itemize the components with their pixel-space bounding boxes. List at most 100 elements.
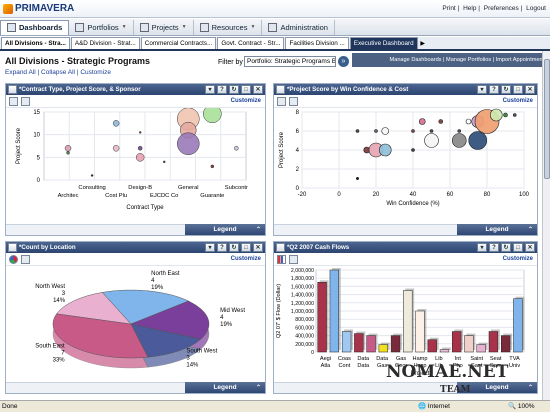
- options-icon[interactable]: ▾: [477, 85, 487, 94]
- y-tick-label: 10: [33, 133, 40, 139]
- legend-button[interactable]: Legend ⌃: [185, 382, 265, 393]
- preferences-link[interactable]: Preferences: [483, 5, 519, 12]
- bar: [476, 344, 486, 353]
- logout-link[interactable]: Logout: [526, 5, 546, 12]
- logo-icon: [3, 3, 13, 14]
- tab-govt-contract[interactable]: Govt. Contract - Str...: [217, 37, 285, 49]
- maximize-icon[interactable]: □: [241, 85, 251, 94]
- bar: [500, 335, 511, 353]
- nav-projects[interactable]: Projects ▼: [134, 19, 194, 35]
- close-icon[interactable]: ✕: [525, 243, 535, 252]
- close-icon[interactable]: ✕: [253, 243, 263, 252]
- help-icon[interactable]: ?: [489, 85, 499, 94]
- help-icon[interactable]: ?: [217, 85, 227, 94]
- nav-resources[interactable]: Resources ▼: [194, 19, 263, 35]
- manage-links[interactable]: Manage Dashboards | Manage Portfolios | …: [352, 53, 550, 67]
- tab-commercial-contracts[interactable]: Commercial Contracts...: [140, 37, 217, 49]
- bubble: [381, 127, 390, 135]
- filter-select[interactable]: Portfolio: Strategic Programs B: [244, 56, 336, 67]
- bubble: [138, 131, 142, 134]
- table-view-icon[interactable]: [21, 97, 30, 106]
- options-icon[interactable]: ▾: [477, 243, 487, 252]
- table-view-icon[interactable]: [289, 97, 298, 106]
- customize-link[interactable]: Customize: [502, 256, 533, 262]
- filter-go-icon[interactable]: »: [338, 56, 349, 67]
- bubble: [137, 146, 143, 151]
- bar: [427, 339, 437, 353]
- print-link[interactable]: Print: [442, 5, 456, 12]
- chart-type-icon[interactable]: [9, 97, 18, 106]
- maximize-icon[interactable]: □: [513, 243, 523, 252]
- nav-dashboards[interactable]: Dashboards: [0, 19, 70, 35]
- tab-facilities-division[interactable]: Facilities Division ...: [285, 37, 349, 49]
- chevron-down-icon[interactable]: ▼: [250, 24, 256, 30]
- zone-indicator: 🌐 Internet: [418, 403, 450, 410]
- pie-chart-icon[interactable]: [9, 255, 18, 264]
- bar: [317, 282, 327, 353]
- pie-percent: 19%: [220, 322, 233, 328]
- customize-link[interactable]: Customize: [502, 98, 533, 104]
- bubble: [438, 119, 444, 124]
- administration-icon: [268, 22, 278, 32]
- options-icon[interactable]: ▾: [205, 243, 215, 252]
- resources-icon: [199, 22, 209, 32]
- pie-slice: [130, 300, 210, 340]
- pie-slice: [130, 323, 202, 358]
- legend-button[interactable]: Legend ⌃: [457, 382, 537, 393]
- nav-administration[interactable]: Administration: [262, 19, 335, 35]
- refresh-icon[interactable]: ↻: [501, 243, 511, 252]
- collapse-icon[interactable]: [276, 243, 285, 252]
- help-icon[interactable]: ?: [217, 243, 227, 252]
- expand-up-icon: ⌃: [255, 227, 261, 233]
- bar-chart-icon[interactable]: [277, 255, 286, 264]
- expand-all-link[interactable]: Expand All: [5, 69, 36, 76]
- maximize-icon[interactable]: □: [513, 85, 523, 94]
- bar: [464, 335, 474, 353]
- collapse-all-link[interactable]: Collapse All: [41, 69, 75, 76]
- maximize-icon[interactable]: □: [241, 243, 251, 252]
- refresh-icon[interactable]: ↻: [229, 243, 239, 252]
- scrollbar-thumb[interactable]: [544, 59, 550, 179]
- customize-link[interactable]: Customize: [230, 256, 261, 262]
- collapse-icon[interactable]: [8, 85, 17, 94]
- pie-count: 4: [151, 278, 155, 284]
- bar: [329, 269, 340, 353]
- customize-link[interactable]: Customize: [230, 98, 261, 104]
- close-icon[interactable]: ✕: [253, 85, 263, 94]
- table-view-icon[interactable]: [289, 255, 298, 264]
- collapse-icon[interactable]: [276, 85, 285, 94]
- bubble: [112, 120, 120, 127]
- tab-executive-dashboard[interactable]: Executive Dashboard: [349, 37, 418, 49]
- refresh-icon[interactable]: ↻: [501, 85, 511, 94]
- x-tick-label: Guarante: [200, 193, 224, 199]
- close-icon[interactable]: ✕: [525, 85, 535, 94]
- chart-type-icon[interactable]: [277, 97, 286, 106]
- x-tick-label: Int: [455, 356, 462, 362]
- tab-ad-division[interactable]: A&D Division - Strat...: [70, 37, 140, 49]
- chevron-down-icon[interactable]: ▼: [181, 24, 187, 30]
- bubble: [429, 129, 434, 133]
- help-icon[interactable]: ?: [489, 243, 499, 252]
- zoom-level[interactable]: 🔍 100%: [508, 403, 535, 410]
- nav-portfolios[interactable]: Portfolios ▼: [69, 19, 134, 35]
- y-tick-label: 1,800,000: [291, 276, 314, 282]
- refresh-icon[interactable]: ↻: [229, 85, 239, 94]
- y-tick-label: 0: [311, 350, 314, 356]
- legend-button[interactable]: Legend ⌃: [185, 224, 265, 235]
- tab-all-divisions[interactable]: All Divisions - Stra...: [1, 37, 70, 49]
- y-tick-label: 0: [296, 186, 300, 192]
- bar: [366, 335, 376, 353]
- x-tick-label: Sem: [490, 363, 502, 369]
- collapse-icon[interactable]: [8, 243, 17, 252]
- tab-scroll-right-icon[interactable]: ▶: [420, 40, 425, 47]
- table-view-icon[interactable]: [21, 255, 30, 264]
- chevron-down-icon[interactable]: ▼: [121, 24, 127, 30]
- y-tick-label: 200,000: [295, 342, 314, 348]
- legend-button[interactable]: Legend ⌃: [457, 224, 537, 235]
- vertical-scrollbar[interactable]: [542, 51, 550, 400]
- customize-link[interactable]: Customize: [80, 69, 112, 76]
- help-link[interactable]: Help: [463, 5, 477, 12]
- y-tick-label: 1,400,000: [291, 293, 314, 299]
- options-icon[interactable]: ▾: [205, 85, 215, 94]
